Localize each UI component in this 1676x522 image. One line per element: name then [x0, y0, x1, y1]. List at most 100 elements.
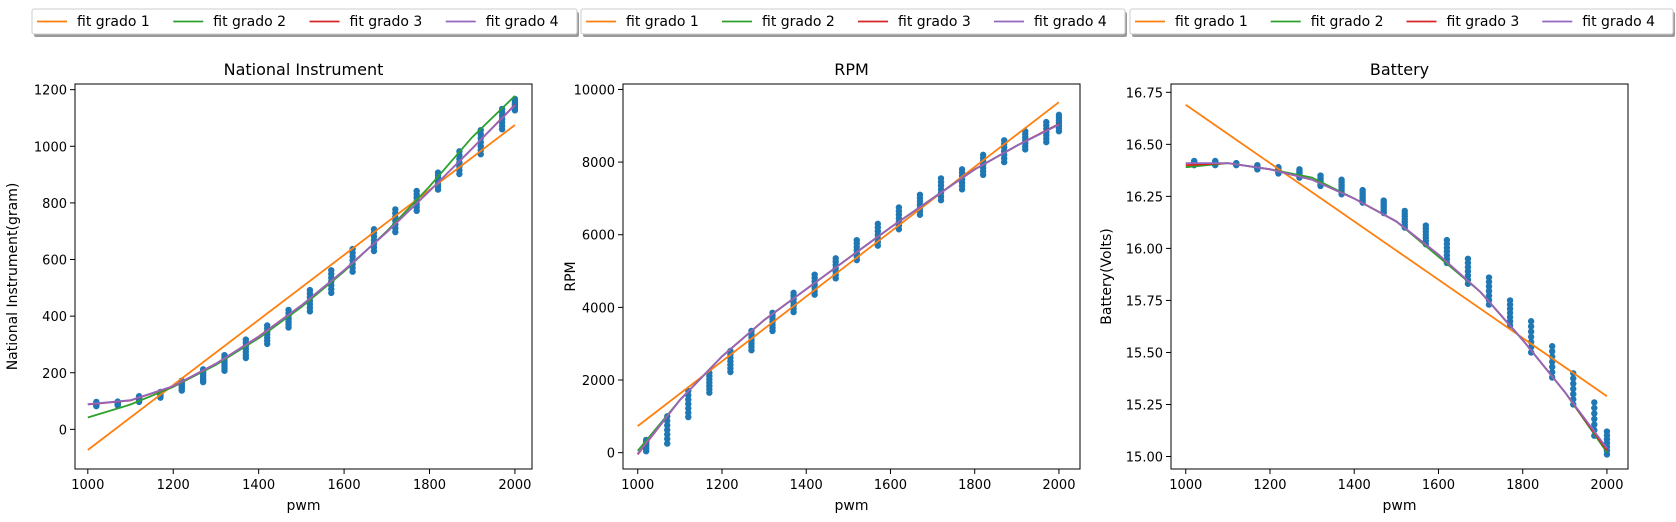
data-point — [413, 187, 420, 195]
data-point — [664, 435, 671, 443]
legend-label: fit grado 3 — [350, 14, 423, 30]
data-point — [1422, 222, 1430, 229]
data-point — [1359, 186, 1366, 194]
legend-box — [31, 8, 578, 35]
data-point — [1527, 318, 1535, 325]
data-point — [1591, 410, 1598, 417]
data-point — [811, 271, 818, 278]
data-point-column — [221, 351, 228, 374]
data-point-column — [790, 289, 797, 316]
fit-line-grado-1 — [87, 124, 516, 451]
chart-title: RPM — [834, 60, 869, 79]
legend-label: fit grado 1 — [626, 14, 699, 30]
data-point — [1464, 255, 1472, 263]
x-tick-label: 1200 — [157, 478, 190, 493]
data-point — [1485, 287, 1493, 295]
legend-label: fit grado 4 — [1034, 14, 1107, 30]
data-point — [1548, 348, 1556, 355]
plot-frame — [1170, 83, 1629, 470]
legend-label: fit grado 4 — [486, 14, 559, 30]
data-point-column — [895, 204, 903, 233]
data-point-column — [727, 347, 734, 376]
data-point — [1485, 283, 1493, 290]
data-point-column — [1055, 111, 1063, 135]
x-tick-label: 2000 — [1590, 478, 1623, 493]
x-tick-label: 1800 — [1506, 478, 1539, 493]
data-point — [1591, 404, 1598, 412]
data-point — [1055, 111, 1063, 119]
fit-line-grado-3 — [1185, 162, 1608, 451]
data-point — [1527, 333, 1535, 341]
x-tick-label: 1400 — [790, 478, 823, 493]
data-point — [1506, 297, 1514, 304]
y-tick-label: 200 — [42, 367, 67, 382]
fit-line-grado-3 — [87, 104, 516, 406]
chart-title: National Instrument — [224, 60, 384, 79]
data-point — [916, 191, 924, 198]
legend-label: fit grado 4 — [1582, 14, 1655, 30]
legend: fit grado 1 fit grado 2 fit grado 3 fit gra… — [580, 8, 1127, 37]
x-tick-label: 1000 — [621, 478, 654, 493]
y-tick-label: 4000 — [582, 301, 615, 316]
data-point — [1603, 428, 1611, 435]
x-tick-label: 1600 — [1422, 478, 1455, 493]
y-tick-label: 600 — [42, 254, 67, 269]
fit-line-grado-4 — [87, 104, 516, 406]
y-axis-label: RPM — [563, 261, 579, 291]
plot-frame — [74, 83, 533, 470]
data-point — [664, 431, 671, 438]
data-point — [1548, 343, 1556, 350]
chart-title: Battery — [1370, 60, 1429, 79]
data-point — [1296, 166, 1303, 173]
legend: fit grado 1 fit grado 2 fit grado 3 fit gra… — [1129, 8, 1675, 37]
data-point — [1485, 292, 1493, 299]
data-point — [1043, 118, 1050, 126]
x-tick-label: 1000 — [1169, 478, 1202, 493]
legend-box — [1129, 8, 1674, 35]
data-point — [979, 151, 987, 159]
x-axis-label: pwm — [835, 498, 869, 514]
y-tick-label: 16.50 — [1126, 138, 1163, 153]
data-point — [1485, 278, 1493, 286]
data-point — [285, 306, 292, 314]
legend: fit grado 1 fit grado 2 fit grado 3 fit gra… — [31, 8, 579, 37]
data-point — [392, 206, 399, 213]
x-tick-label: 1200 — [705, 478, 738, 493]
data-point-column — [1603, 428, 1611, 458]
data-point — [263, 322, 271, 329]
fit-line-grado-1 — [1185, 104, 1608, 397]
y-tick-label: 6000 — [582, 229, 615, 244]
legend-label: fit grado 3 — [898, 14, 971, 30]
data-point — [1527, 349, 1535, 356]
plot-frame — [622, 83, 1081, 470]
data-point — [1000, 137, 1008, 144]
x-tick-label: 1800 — [413, 478, 446, 493]
data-point — [1570, 390, 1577, 398]
data-point — [1591, 399, 1598, 406]
y-tick-label: 1000 — [34, 140, 67, 155]
legend-label: fit grado 2 — [762, 14, 835, 30]
data-point — [958, 166, 966, 173]
data-point — [832, 255, 839, 262]
data-point-column — [242, 336, 250, 362]
y-tick-label: 16.75 — [1126, 86, 1163, 101]
fit-line-grado-2 — [637, 123, 1060, 452]
fit-line-grado-4 — [636, 123, 1060, 455]
x-tick-label: 1400 — [242, 478, 275, 493]
x-tick-label: 1200 — [1253, 478, 1286, 493]
data-point — [895, 204, 903, 211]
fit-line-grado-2 — [87, 95, 516, 419]
legend-box — [580, 8, 1126, 35]
y-tick-label: 400 — [42, 310, 67, 325]
y-tick-label: 10000 — [574, 83, 615, 98]
fit-line-grado-2 — [1185, 162, 1608, 453]
legend-label: fit grado 1 — [77, 14, 150, 30]
y-tick-label: 15.75 — [1126, 294, 1163, 309]
data-point — [664, 426, 671, 434]
data-point — [1591, 421, 1598, 428]
plot-area — [1185, 104, 1611, 458]
data-point — [874, 220, 882, 228]
data-point — [1527, 323, 1535, 330]
y-tick-label: 0 — [59, 423, 67, 438]
y-tick-label: 16.00 — [1126, 242, 1163, 257]
